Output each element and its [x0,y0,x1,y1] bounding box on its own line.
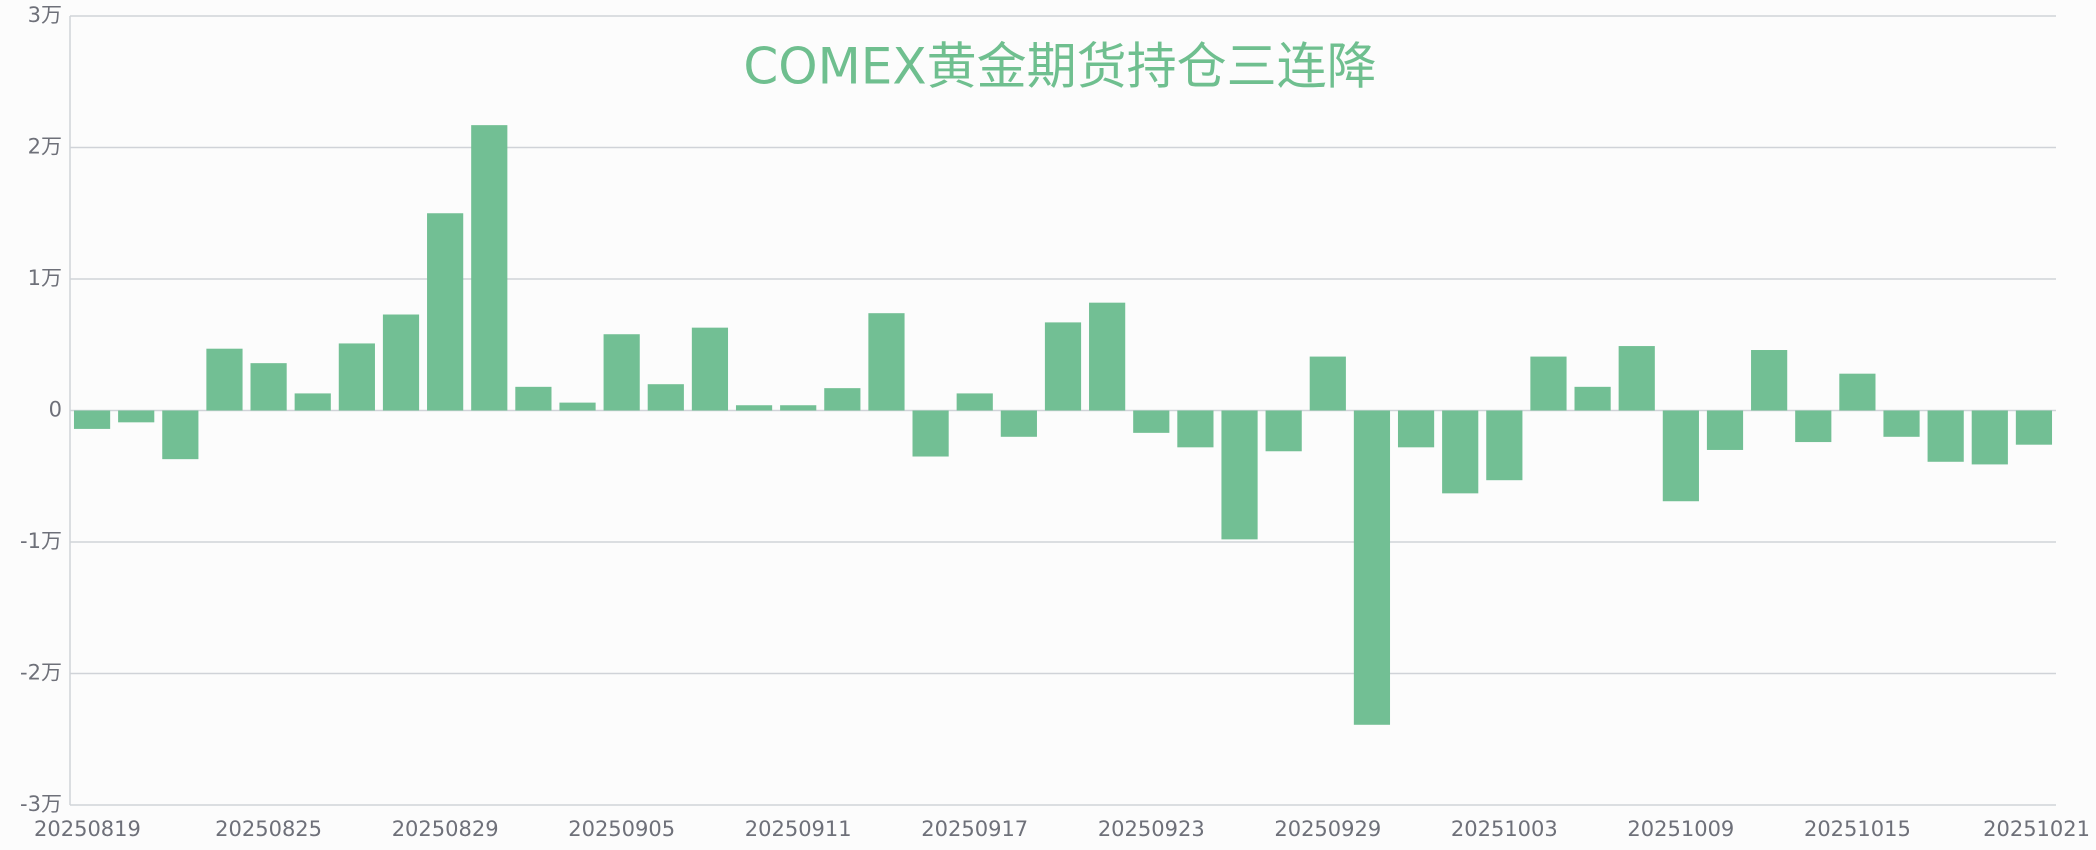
bar [1839,373,1876,411]
bar [382,314,420,411]
bar [2015,410,2053,445]
bar [1221,410,1258,540]
bar [1927,410,1964,462]
bar [73,410,111,429]
x-tick-label: 20251003 [1451,817,1558,841]
y-tick-label: 2万 [28,135,62,159]
x-tick-label: 20250825 [215,817,322,841]
y-tick-label: 0 [49,398,62,422]
x-tick-label: 20250829 [392,817,499,841]
bar [1795,410,1832,443]
bar [691,327,729,411]
y-tick-label: -1万 [20,529,62,553]
bar [1706,410,1744,450]
bar [1751,350,1788,411]
bar [427,213,464,411]
y-tick-label: 1万 [28,266,62,290]
bar [471,125,508,411]
bar [1309,356,1346,411]
bar [647,384,684,411]
y-tick-label: 3万 [28,3,62,27]
x-tick-label: 20251021 [1983,817,2090,841]
bar [1044,322,1082,411]
x-tick-label: 20250905 [568,817,675,841]
y-tick-label: -2万 [20,661,62,685]
bar [956,393,993,411]
bar [1971,410,2008,465]
bar [515,386,552,411]
x-tick-label: 20251015 [1804,817,1911,841]
x-tick-label: 20250917 [921,817,1028,841]
bar [1574,386,1611,411]
bar [1353,410,1391,725]
bar [735,405,773,411]
bar [1000,410,1037,437]
bar [1089,302,1126,411]
bar [1133,410,1170,433]
bar [603,334,640,411]
bar [1442,410,1479,494]
bar [294,393,331,411]
bar [868,313,905,411]
bar [780,405,817,411]
bar [1177,410,1214,448]
chart-title: COMEX黄金期货持仓三连降 [743,38,1376,96]
x-tick-label: 20250819 [34,817,141,841]
bar [1618,346,1655,411]
bar [1486,410,1523,481]
bar [1265,410,1302,452]
bar [338,343,375,411]
bar [206,348,243,411]
bar [1530,356,1567,411]
x-tick-label: 20250911 [745,817,852,841]
x-tick-label: 20250929 [1274,817,1381,841]
x-tick-label: 20250923 [1098,817,1205,841]
bar [250,363,287,411]
bar [559,402,596,411]
y-tick-label: -3万 [20,792,62,816]
bar [912,410,949,457]
bar [824,388,861,411]
bar [162,410,199,460]
bar [1662,410,1699,502]
bar [1883,410,1920,437]
x-tick-label: 20251009 [1627,817,1734,841]
bar [1397,410,1435,448]
bar [118,410,155,423]
